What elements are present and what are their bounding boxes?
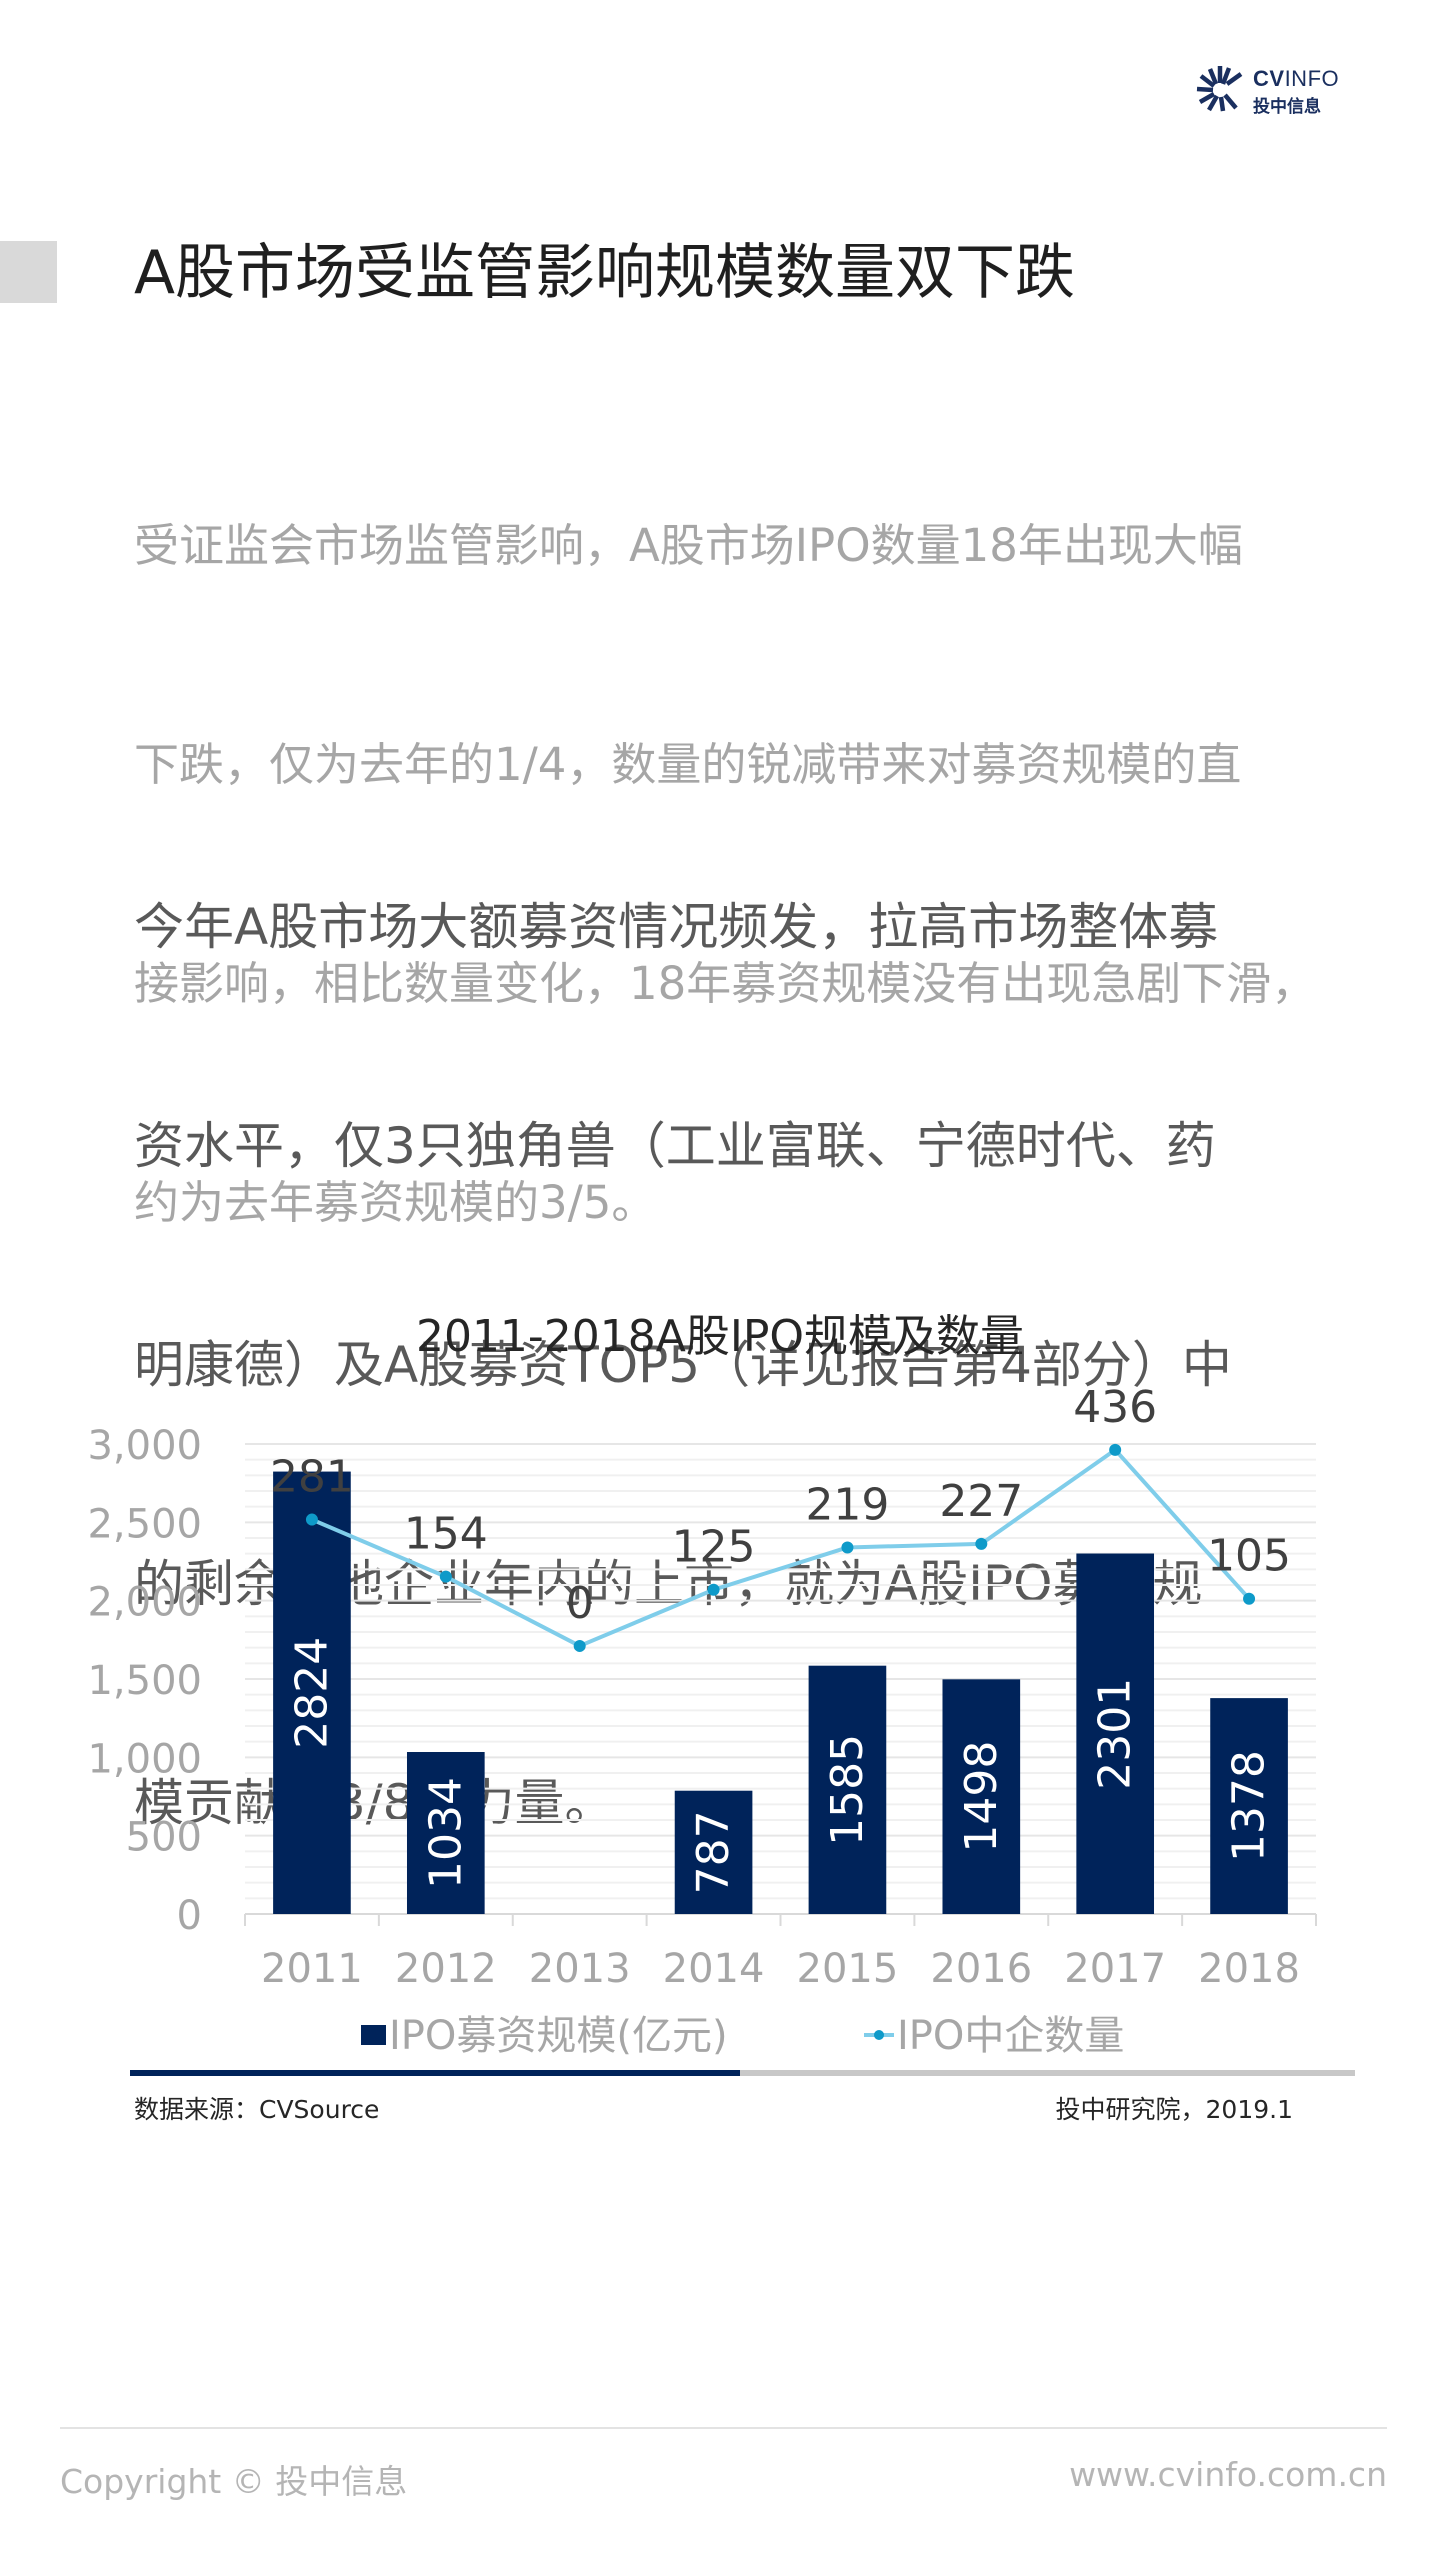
line-series <box>311 1447 1251 1648</box>
paragraph-line: 今年A股市场大额募资情况频发，拉高市场整体募 <box>134 898 1219 956</box>
x-tick-label: 2018 <box>1198 1946 1300 1992</box>
paragraph-line: 下跌，仅为去年的1/4，数量的锐减带来对募资规模的直 <box>134 738 1242 791</box>
paragraph-line: 受证监会市场监管影响，A股市场IPO数量18年出现大幅 <box>134 519 1243 572</box>
detail-paragraph: 今年A股市场大额募资情况频发，拉高市场整体募 资水平，仅3只独角兽（工业富联、宁… <box>134 745 1232 1913</box>
data-source: 数据来源：CVSource <box>134 2095 380 2124</box>
bar-2018 <box>1210 1698 1288 1914</box>
legend-bar-swatch <box>361 2025 386 2045</box>
bar-2011 <box>273 1471 351 1914</box>
paragraph-line: 明康德）及A股募资TOP5（详见报告第4部分）中 <box>134 1336 1232 1394</box>
x-tick-label: 2012 <box>395 1946 497 1992</box>
divider-navy <box>130 2070 740 2076</box>
line-marker <box>573 1639 586 1652</box>
y-tick-label: 0 <box>177 1893 202 1939</box>
publisher-date: 投中研究院，2019.1 <box>1055 2095 1293 2124</box>
line-value-label: 154 <box>404 1509 488 1560</box>
bar-value-label: 1034 <box>420 1777 471 1889</box>
line-marker <box>1243 1592 1256 1605</box>
bar-value-label: 1585 <box>822 1734 873 1846</box>
x-tick-label: 2013 <box>529 1946 631 1992</box>
summary-paragraph: 受证监会市场监管影响，A股市场IPO数量18年出现大幅 下跌，仅为去年的1/4，… <box>134 363 1316 1312</box>
line-marker <box>975 1537 988 1550</box>
line-value-label: 219 <box>805 1479 889 1530</box>
line-value-label: 436 <box>1073 1382 1157 1433</box>
bar-value-label: 1498 <box>956 1741 1007 1853</box>
bar-value-label: 1378 <box>1224 1750 1275 1862</box>
bar-2012 <box>406 1752 485 1914</box>
line-value-label: 125 <box>672 1522 756 1573</box>
footer-divider <box>60 2427 1387 2429</box>
line-marker <box>1109 1443 1122 1456</box>
line-marker <box>305 1513 318 1526</box>
x-tick-label: 2014 <box>663 1946 765 1992</box>
logo-text-en: CVINFO <box>1253 66 1340 91</box>
bar-2017 <box>1076 1553 1155 1914</box>
legend-line-label: IPO中企数量 <box>897 2013 1124 2059</box>
bar-value-label: 2824 <box>286 1637 337 1749</box>
line-marker <box>439 1570 452 1583</box>
line-value-label: 281 <box>270 1452 354 1503</box>
divider-gray <box>740 2070 1355 2076</box>
copyright-text: Copyright © 投中信息 <box>60 2462 408 2501</box>
y-tick-label: 2,500 <box>87 1501 202 1547</box>
bar-value-label: 2301 <box>1090 1678 1141 1790</box>
website-link[interactable]: www.cvinfo.com.cn <box>1069 2455 1387 2494</box>
ipo-combo-chart: 2011-2018A股IPO规模及数量 0 500 1,000 1,500 2,000 2,… <box>87 1311 1317 2059</box>
line-value-label: 227 <box>939 1476 1023 1527</box>
x-tick-label: 2011 <box>261 1946 363 1992</box>
line-value-label: 0 <box>566 1578 594 1629</box>
paragraph-line: 约为去年募资规模的3/5。 <box>134 1176 657 1229</box>
bar-2016 <box>942 1679 1021 1914</box>
y-tick-label: 500 <box>126 1815 202 1861</box>
x-tick-label: 2016 <box>930 1946 1032 1992</box>
y-tick-label: 1,000 <box>87 1736 202 1782</box>
chart-title: 2011-2018A股IPO规模及数量 <box>416 1311 1024 1362</box>
title-marker <box>0 241 57 303</box>
line-marker <box>841 1541 854 1554</box>
paragraph-line: 资水平，仅3只独角兽（工业富联、宁德时代、药 <box>134 1117 1216 1175</box>
page-title: A股市场受监管影响规模数量双下跌 <box>134 238 1076 308</box>
legend-bar-label: IPO募资规模(亿元) <box>389 2013 728 2059</box>
bar-2015 <box>808 1665 887 1914</box>
y-tick-label: 3,000 <box>87 1423 202 1469</box>
y-tick-label: 2,000 <box>87 1580 202 1626</box>
x-tick-label: 2017 <box>1064 1946 1166 1992</box>
cvinfo-logo: CVINFO 投中信息 <box>1196 62 1356 117</box>
paragraph-line: 接影响，相比数量变化，18年募资规模没有出现急剧下滑， <box>134 957 1317 1010</box>
line-marker <box>707 1583 720 1596</box>
burst-logo-icon <box>1196 66 1243 112</box>
bar-2014 <box>674 1790 753 1914</box>
x-tick-label: 2015 <box>797 1946 899 1992</box>
logo-text-cn: 投中信息 <box>1253 97 1321 117</box>
paragraph-line: 模贡献了3/8的力量。 <box>134 1774 615 1832</box>
bar-value-label: 787 <box>688 1810 739 1894</box>
legend-line-marker <box>874 2030 884 2040</box>
y-tick-label: 1,500 <box>87 1658 202 1704</box>
line-value-label: 105 <box>1207 1531 1291 1582</box>
